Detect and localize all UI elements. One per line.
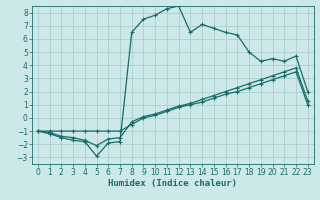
- X-axis label: Humidex (Indice chaleur): Humidex (Indice chaleur): [108, 179, 237, 188]
